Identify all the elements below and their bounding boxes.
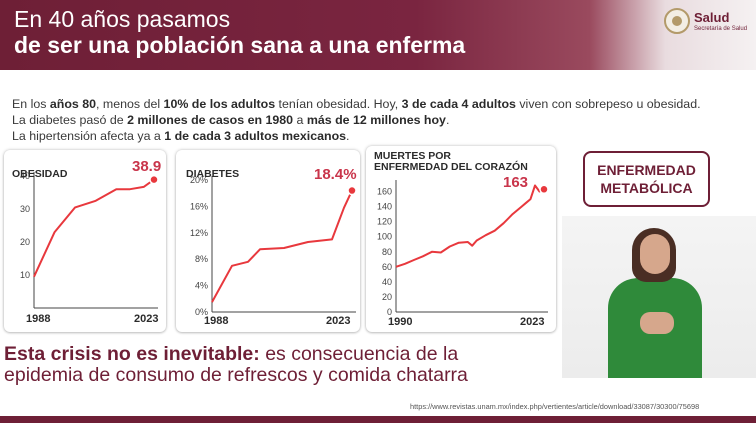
salud-logo: Salud Secretaría de Salud [664, 8, 754, 38]
seal-icon [664, 8, 690, 34]
chart-highlight-value: 18.4% [314, 166, 357, 183]
title-line-2: de ser una población sana a una enferma [14, 32, 466, 58]
statement-line-1: Esta crisis no es inevitable: es consecu… [4, 343, 459, 365]
interpreter-video [562, 216, 756, 378]
heart-disease-chart: 0 20 40 60 80 100 120 140 160 [377, 180, 549, 317]
y-tick-label: 120 [377, 217, 392, 227]
x-end-label: 2023 [326, 315, 351, 327]
header-banner: En 40 años pasamos de ser una población … [0, 0, 756, 70]
chart-highlight-value: 163 [503, 174, 529, 191]
chart-highlight-value: 38.9 [132, 158, 162, 175]
heart-disease-chart-panel: 0 20 40 60 80 100 120 140 160 MUERTES POR ENFERM… [366, 146, 556, 332]
y-tick-label: 0 [387, 307, 392, 317]
y-tick-label: 30 [20, 204, 30, 214]
chart-title-line-1: MUERTES POR [374, 150, 452, 162]
title-line-1: En 40 años pasamos [14, 6, 231, 32]
intro-line-2: La diabetes pasó de 2 millones de casos … [12, 113, 450, 127]
x-end-label: 2023 [520, 316, 545, 328]
y-tick-label: 40 [20, 171, 30, 181]
y-tick-label: 4% [195, 281, 208, 291]
chart-title: DIABETES [186, 168, 240, 180]
y-tick-label: 20 [20, 237, 30, 247]
x-start-label: 1988 [204, 315, 229, 327]
obesity-chart-panel: 10 20 30 40 OBESIDAD 38.9 1988 2023 [4, 150, 166, 332]
intro-text: En los años 80, menos del 10% de los adu… [12, 96, 752, 144]
metabolic-disease-badge: ENFERMEDAD METABÓLICA [583, 151, 710, 207]
y-tick-label: 12% [190, 228, 208, 238]
y-tick-label: 40 [382, 277, 392, 287]
source-url: https://www.revistas.unam.mx/index.php/v… [410, 402, 700, 411]
x-start-label: 1990 [388, 316, 413, 328]
y-tick-label: 8% [195, 254, 208, 264]
y-tick-label: 20 [382, 292, 392, 302]
diabetes-chart-panel: 0% 4% 8% 12% 16% 20% DIABETES 18.4% 1988 2023 [176, 150, 360, 332]
chart-title: OBESIDAD [12, 168, 68, 180]
end-point-marker [149, 174, 159, 185]
series-line [395, 184, 545, 268]
intro-line-1: En los años 80, menos del 10% de los adu… [12, 97, 701, 111]
x-start-label: 1988 [26, 313, 51, 325]
interpreter-hands [640, 312, 674, 334]
badge-line-1: ENFERMEDAD [597, 162, 696, 178]
y-tick-label: 140 [377, 202, 392, 212]
crisis-statement: Esta crisis no es inevitable: es consecu… [4, 344, 564, 386]
intro-line-3: La hipertensión afecta ya a 1 de cada 3 … [12, 129, 350, 143]
obesity-chart: 10 20 30 40 [20, 171, 159, 309]
statement-line-2: epidemia de consumo de refrescos y comid… [4, 364, 468, 386]
badge-line-2: METABÓLICA [600, 180, 693, 196]
end-point-marker [347, 185, 357, 196]
series-line [33, 178, 155, 278]
logo-name: Salud [694, 10, 730, 25]
y-tick-label: 16% [190, 201, 208, 211]
chart-title-line-2: ENFERMEDAD DEL CORAZÓN [374, 161, 528, 173]
footer-bar [0, 416, 756, 423]
y-tick-label: 80 [382, 247, 392, 257]
y-tick-label: 60 [382, 262, 392, 272]
y-tick-label: 100 [377, 232, 392, 242]
y-tick-label: 160 [377, 187, 392, 197]
y-tick-label: 0% [195, 307, 208, 317]
y-tick-label: 20% [190, 175, 208, 185]
diabetes-chart: 0% 4% 8% 12% 16% 20% [190, 175, 357, 317]
y-tick-label: 10 [20, 270, 30, 280]
logo-subtitle: Secretaría de Salud [694, 26, 748, 32]
x-end-label: 2023 [134, 313, 159, 325]
series-line [211, 190, 353, 303]
end-point-marker [539, 184, 549, 195]
interpreter-face [640, 234, 670, 274]
